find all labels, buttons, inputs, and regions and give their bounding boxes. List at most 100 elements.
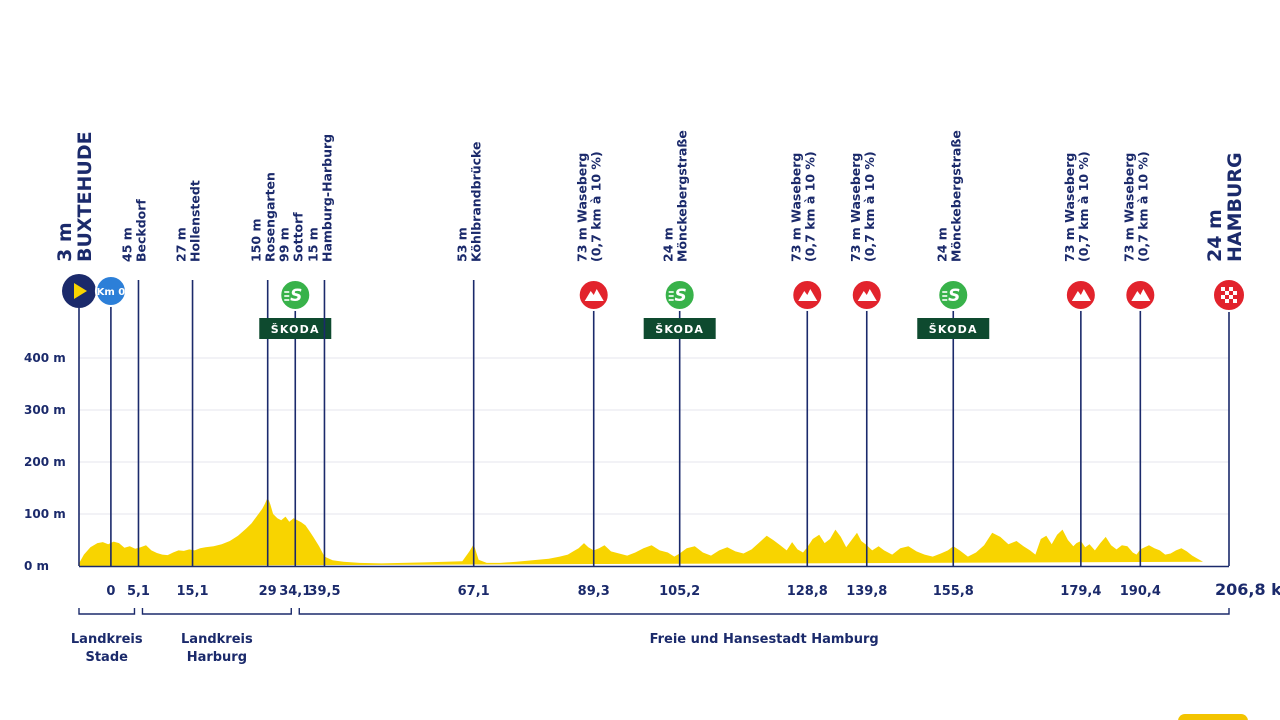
y-tick-label: 100 m	[24, 507, 66, 521]
mountain-glyph	[857, 289, 877, 301]
x-tick-label: 190,4	[1120, 584, 1161, 599]
location-label: 73 m Waseberg (0,7 km à 10 %)	[1062, 151, 1091, 262]
x-tick-label: 39,5	[308, 584, 340, 599]
region-label: Landkreis Harburg	[181, 632, 253, 665]
elevation-area	[79, 497, 1203, 566]
location-elevation-name: 73 m Waseberg	[575, 153, 590, 262]
location-name: Sottorf	[290, 212, 305, 262]
sponsor-box	[917, 318, 990, 339]
location-name: BUXTEHUDE	[74, 131, 96, 262]
location-elevation: 24 m	[934, 227, 949, 262]
checker-cell	[1225, 291, 1229, 295]
elevation-profile	[79, 497, 1203, 566]
location-elevation: 3 m	[54, 222, 76, 262]
checker-cell	[1233, 291, 1237, 295]
location-name: Beckdorf	[133, 199, 148, 262]
location-label: 73 m Waseberg (0,7 km à 10 %)	[1121, 151, 1150, 262]
location-name: Mönckebergstraße	[675, 130, 690, 262]
region-label-line: Freie und Hansestadt Hamburg	[650, 632, 879, 647]
region-line	[298, 608, 1230, 615]
location-name: Hollenstedt	[188, 180, 203, 262]
mountain-glyph	[798, 289, 818, 301]
location-elevation-name: 73 m Waseberg	[1121, 153, 1136, 262]
location-place-marker: 150 m Rosengarten	[249, 172, 278, 566]
location-elevation: 53 m	[455, 227, 470, 262]
y-tick-label: 200 m	[24, 455, 66, 469]
corner-logo-fragment	[1178, 710, 1248, 720]
mountain-glyph	[1131, 289, 1151, 301]
location-label: 45 m Beckdorf	[119, 199, 148, 262]
x-tick-label: 139,8	[846, 584, 887, 599]
location-climb-marker: 73 m Waseberg (0,7 km à 10 %)	[575, 151, 610, 566]
y-tick-label: 0 m	[24, 559, 49, 573]
location-label: 73 m Waseberg (0,7 km à 10 %)	[848, 151, 877, 262]
location-label: 99 m Sottorf	[276, 212, 305, 262]
x-tick-label: 179,4	[1060, 584, 1101, 599]
location-climb-marker: 73 m Waseberg (0,7 km à 10 %)	[848, 151, 883, 566]
location-place-marker: 27 m Hollenstedt	[174, 180, 203, 566]
location-climb-marker: 73 m Waseberg (0,7 km à 10 %)	[1121, 151, 1157, 566]
climb-detail: (0,7 km à 10 %)	[862, 151, 877, 262]
x-tick-label: 67,1	[458, 584, 490, 599]
checker-cell	[1221, 287, 1225, 291]
location-label: 73 m Waseberg (0,7 km à 10 %)	[788, 151, 817, 262]
x-tick-label: 29	[259, 584, 277, 599]
climb-detail: (0,7 km à 10 %)	[1076, 151, 1091, 262]
x-tick-label: 105,2	[659, 584, 700, 599]
sponsor-label: ŠKODA	[655, 323, 704, 336]
region-bracket: Landkreis Stade	[71, 608, 143, 665]
location-elevation: 150 m	[249, 219, 264, 262]
location-elevation: 27 m	[174, 227, 189, 262]
location-elevation: 99 m	[276, 227, 291, 262]
sprint-icon	[937, 279, 970, 311]
location-label: 24 m Mönckebergstraße	[934, 130, 963, 262]
location-sprint-marker: S ŠKODA 99 m Sottorf	[259, 212, 332, 566]
checker-cell	[1225, 299, 1229, 303]
x-tick-label: 5,1	[127, 584, 150, 599]
location-elevation: 24 m	[1204, 209, 1226, 262]
km0-icon	[94, 275, 127, 307]
climb-detail: (0,7 km à 10 %)	[1135, 151, 1150, 262]
location-km0-marker: Km 0	[94, 275, 127, 566]
location-place-marker: 45 m Beckdorf	[119, 199, 148, 566]
sponsor-box	[259, 318, 332, 339]
x-tick-label: 34,1	[279, 584, 311, 599]
sponsor-label: ŠKODA	[929, 323, 978, 336]
checker-cell	[1221, 295, 1225, 299]
sprint-glyph: S	[290, 286, 302, 306]
sponsor-box	[643, 318, 716, 339]
location-elevation-name: 73 m Waseberg	[788, 153, 803, 262]
location-place-marker: 53 m Köhlbrandbrücke	[455, 141, 484, 566]
x-tick-label: 89,3	[578, 584, 610, 599]
x-tick-label: 128,8	[787, 584, 828, 599]
region-label: Freie und Hansestadt Hamburg	[650, 632, 879, 647]
region-line	[141, 608, 292, 615]
y-axis-ticks: 0 m 100 m 200 m 300 m 400 m	[24, 351, 66, 573]
checker-cell	[1229, 295, 1233, 299]
mountain-glyph	[1071, 289, 1091, 301]
region-label-line: Stade	[85, 650, 128, 665]
regions: Landkreis Stade Landkreis Harburg Freie und …	[71, 608, 1230, 665]
checker-cell	[1229, 287, 1233, 291]
y-tick-label: 400 m	[24, 351, 66, 365]
climb-detail: (0,7 km à 10 %)	[589, 151, 604, 262]
checker-cell	[1233, 299, 1237, 303]
x-tick-label: 155,8	[933, 584, 974, 599]
x-tick-label: 15,1	[177, 584, 209, 599]
mountain-glyph	[584, 289, 604, 301]
sprint-glyph: S	[675, 286, 687, 306]
location-climb-marker: 73 m Waseberg (0,7 km à 10 %)	[788, 151, 824, 566]
region-label-line: Landkreis	[181, 632, 253, 647]
location-sprint-marker: S ŠKODA 24 m Mönckebergstraße	[643, 130, 716, 566]
location-climb-marker: 73 m Waseberg (0,7 km à 10 %)	[1062, 151, 1097, 566]
region-bracket: Landkreis Harburg	[141, 608, 292, 665]
location-elevation: 45 m	[119, 227, 134, 262]
location-label: 73 m Waseberg (0,7 km à 10 %)	[575, 151, 604, 262]
location-elevation: 15 m	[305, 227, 320, 262]
